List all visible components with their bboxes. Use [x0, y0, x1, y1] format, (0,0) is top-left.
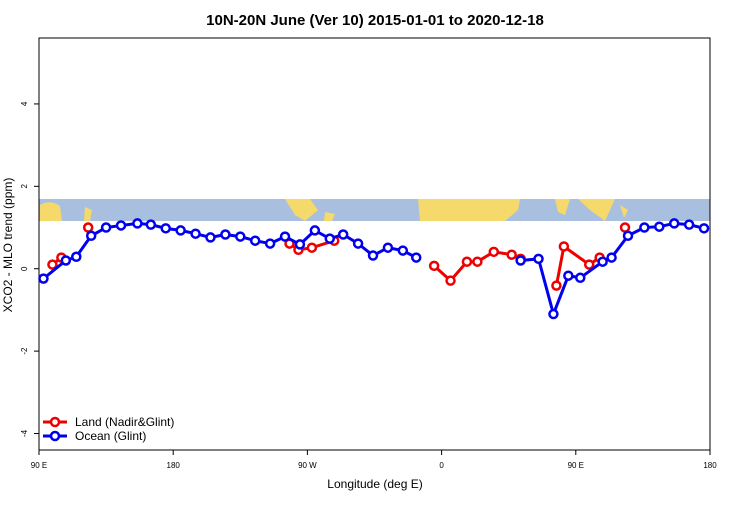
plot-frame — [38, 37, 711, 451]
point — [558, 241, 570, 252]
point — [619, 222, 631, 233]
point — [145, 219, 157, 230]
point — [279, 231, 291, 242]
point — [294, 239, 306, 250]
chart-title: 10N-20N June (Ver 10) 2015-01-01 to 2020… — [206, 12, 544, 29]
point — [306, 242, 318, 253]
point — [622, 230, 634, 242]
map-band — [39, 199, 710, 221]
point — [472, 256, 483, 267]
point — [100, 222, 112, 233]
point — [132, 218, 143, 229]
point — [654, 221, 665, 232]
point — [249, 235, 261, 246]
y-tick-label: -4 — [20, 429, 29, 437]
point — [683, 219, 695, 230]
point — [551, 280, 562, 291]
point — [337, 229, 349, 240]
point — [115, 220, 127, 231]
point — [235, 231, 246, 242]
legend-marker — [49, 416, 61, 428]
point — [264, 238, 276, 249]
point — [71, 251, 82, 263]
point — [575, 272, 586, 284]
point — [639, 222, 650, 233]
point — [324, 233, 336, 244]
point — [190, 228, 201, 239]
x-tick-label: 90 E — [568, 461, 584, 470]
y-tick-label: -2 — [20, 347, 29, 355]
y-tick-label: 0 — [20, 266, 29, 271]
y-tick-label: 4 — [20, 101, 29, 106]
point — [205, 232, 216, 243]
point — [220, 229, 231, 240]
point — [85, 230, 97, 242]
point — [445, 275, 456, 286]
point — [38, 273, 49, 284]
x-tick-label: 90 E — [31, 461, 47, 470]
point — [309, 225, 321, 236]
x-tick-label: 180 — [167, 461, 181, 470]
point — [428, 260, 440, 272]
point — [583, 259, 595, 270]
point — [563, 270, 574, 281]
y-axis-label: XCO2 - MLO trend (ppm) — [1, 178, 15, 313]
x-tick-label: 0 — [439, 461, 444, 470]
legend-marker — [49, 430, 61, 442]
point — [606, 252, 617, 263]
point — [175, 225, 186, 236]
point — [82, 222, 94, 233]
x-tick-label: 180 — [703, 461, 717, 470]
point — [548, 308, 559, 320]
legend-label: Land (Nadir&Glint) — [75, 415, 174, 429]
legend: Land (Nadir&Glint)Ocean (Glint) — [43, 415, 174, 443]
y-tick-label: 2 — [20, 184, 29, 189]
point — [515, 255, 526, 266]
point — [397, 245, 409, 256]
point — [488, 246, 500, 258]
point — [367, 250, 379, 261]
point — [668, 218, 680, 229]
point — [597, 256, 608, 267]
point — [533, 253, 544, 265]
point — [411, 252, 422, 263]
point — [47, 259, 58, 270]
point — [382, 242, 394, 253]
point — [698, 223, 710, 234]
point — [352, 238, 364, 249]
point — [160, 223, 171, 234]
point — [60, 255, 72, 266]
point — [506, 249, 517, 260]
point — [461, 256, 473, 267]
x-axis-label: Longitude (deg E) — [327, 477, 422, 491]
series-line — [42, 221, 705, 319]
legend-label: Ocean (Glint) — [75, 429, 146, 443]
x-tick-label: 90 W — [298, 461, 317, 470]
